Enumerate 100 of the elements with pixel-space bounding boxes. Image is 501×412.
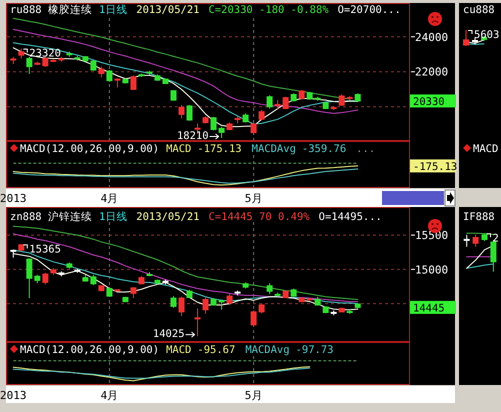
chart-subtitle: 1日线 (98, 210, 128, 223)
x-tick-label: 5月 (244, 192, 262, 205)
x-tick-label: 5月 (244, 389, 262, 402)
candlestick (282, 96, 289, 110)
candlestick (322, 306, 329, 314)
candlestick (170, 90, 176, 102)
text: MACD (473, 143, 498, 155)
annotation: 15365 (29, 243, 61, 256)
candlestick (298, 296, 305, 303)
chart-subtitle: 1日线 (98, 3, 128, 16)
text: -97.73 (296, 344, 334, 356)
candlestick (226, 294, 233, 306)
text: -359.76 (302, 143, 346, 155)
candlestick (250, 122, 257, 134)
candlestick (186, 289, 193, 299)
chart-title: MACD(12.00,26.00,9.00) (20, 344, 160, 356)
candlestick (74, 55, 80, 62)
candlestick (202, 116, 209, 124)
candlestick (50, 267, 56, 276)
candlestick (130, 75, 136, 91)
candlestick (26, 56, 32, 75)
candlestick (154, 279, 160, 285)
candlestick (10, 56, 16, 65)
candlestick (106, 286, 112, 298)
candlestick (338, 94, 345, 107)
candlestick (242, 282, 249, 290)
candlestick (290, 288, 297, 298)
candlestick (194, 308, 201, 337)
candlestick (130, 286, 136, 299)
candlestick (42, 56, 48, 68)
candlestick (98, 66, 104, 78)
candlestick (90, 60, 96, 72)
line-series (12, 253, 358, 310)
annotation: 5603 (474, 29, 500, 41)
candlestick (82, 55, 88, 62)
candlestick (18, 244, 24, 252)
candlestick (472, 38, 478, 44)
x-tick-label: 4月 (100, 192, 118, 205)
candlestick (10, 248, 16, 258)
candlestick (146, 272, 152, 277)
candlestick (306, 298, 313, 302)
chart-title: MACD(12.00,26.00,9.00) (20, 143, 160, 155)
candlestick (74, 268, 80, 274)
text: 14445 (413, 302, 445, 314)
candlestick (186, 104, 193, 122)
candlestick (42, 272, 48, 285)
candlestick (202, 296, 209, 314)
text: ... (356, 143, 376, 155)
candlestick (250, 310, 257, 328)
candlestick (114, 288, 120, 292)
text: -95.67 (197, 344, 236, 356)
candlestick (218, 299, 225, 310)
candlestick (234, 290, 241, 296)
line-series (12, 28, 358, 114)
text: -175.13 (413, 160, 458, 173)
y-tick-label: 24000 (415, 30, 448, 44)
candlestick (258, 110, 265, 121)
candlestick (314, 296, 321, 306)
candlestick (472, 234, 479, 248)
chart-title: IF888 (463, 211, 495, 223)
candlestick (138, 72, 144, 78)
candlestick (354, 303, 361, 309)
candlestick (114, 78, 120, 88)
candlestick (330, 106, 337, 111)
candlestick (106, 69, 112, 82)
candlestick (346, 309, 353, 314)
candlestick (210, 116, 217, 131)
line-series (12, 18, 350, 100)
candlestick (330, 310, 337, 316)
candlestick (298, 90, 305, 100)
annotation: 14025 (152, 328, 185, 340)
series-label: MACD (166, 143, 192, 155)
candlestick (82, 274, 88, 282)
candlestick (90, 274, 96, 286)
annotation: C=14445 70 0.49% (208, 211, 310, 223)
chart-title: cu888 (463, 4, 495, 16)
candlestick (242, 112, 249, 123)
candlestick (122, 296, 128, 303)
annotation: O=20700... (338, 4, 401, 16)
candlestick (58, 56, 64, 62)
candlestick (58, 270, 64, 277)
candlestick (258, 303, 265, 314)
candlestick (162, 78, 168, 84)
candlestick (26, 258, 32, 299)
chart-title: ru888 橡胶连续 (10, 3, 92, 16)
candlestick (122, 78, 128, 84)
annotation: 2013/05/21 (136, 4, 200, 16)
text: -175.13 (197, 143, 242, 155)
series-label: MACDAvg (245, 344, 290, 356)
candlestick (266, 94, 273, 109)
annotation: 2 (492, 232, 499, 244)
candlestick (354, 92, 361, 102)
candlestick (210, 298, 217, 306)
candlestick (154, 74, 160, 82)
candlestick (66, 51, 72, 58)
candlestick (178, 104, 185, 119)
candlestick (314, 96, 321, 102)
candlestick (282, 290, 289, 299)
candlestick (346, 95, 353, 101)
candlestick (34, 274, 40, 284)
